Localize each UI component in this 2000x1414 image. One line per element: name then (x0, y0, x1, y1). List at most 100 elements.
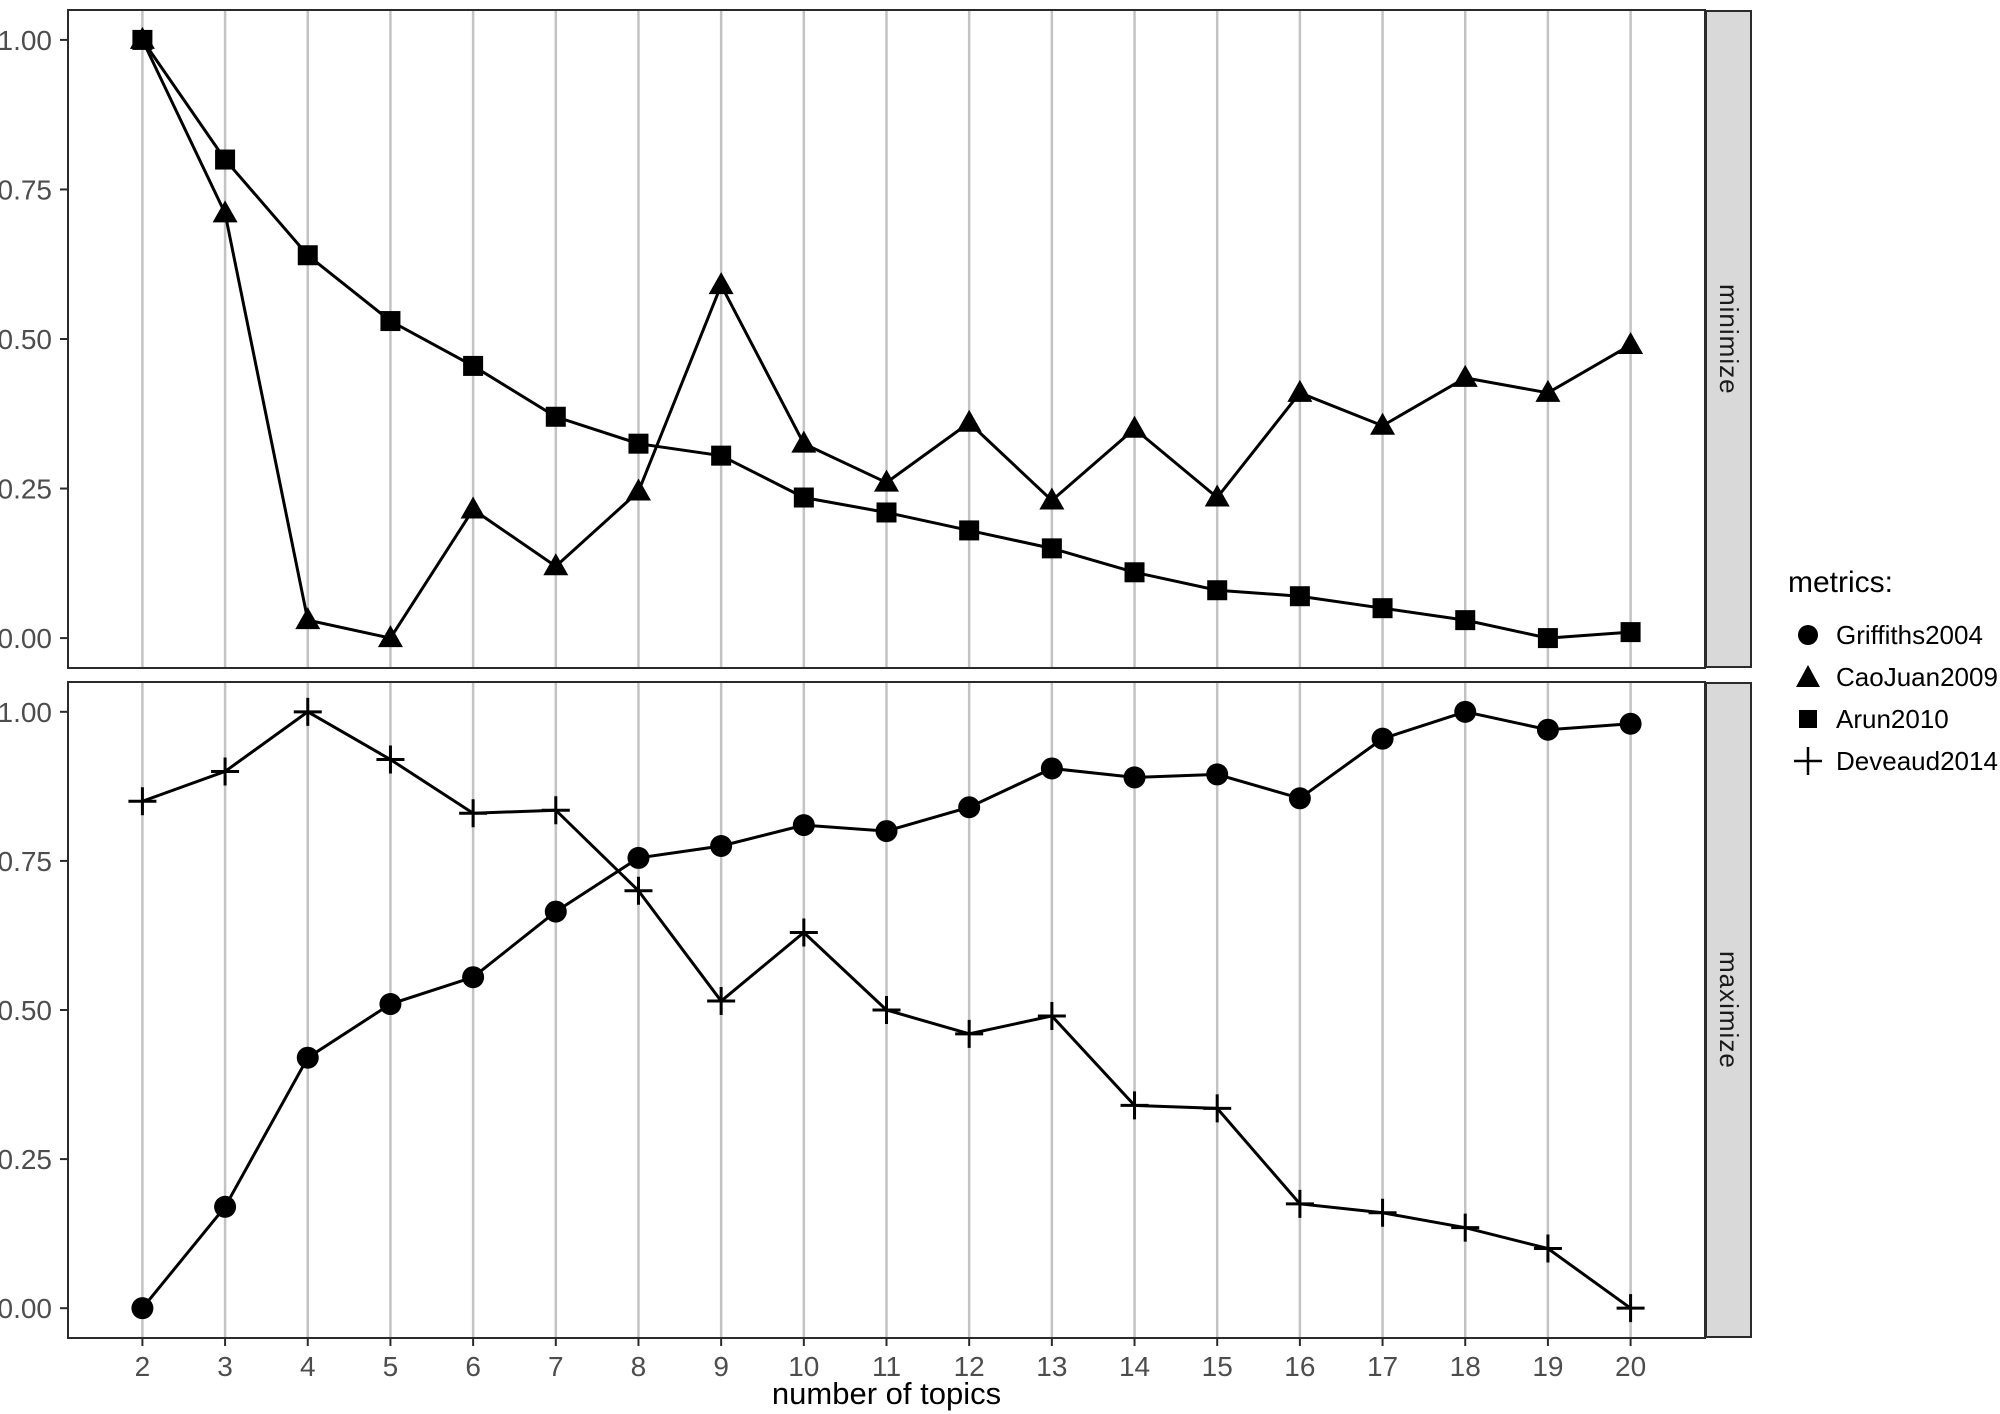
y-tick-label: 0.25 (0, 474, 52, 505)
triangle-marker-icon (874, 469, 899, 492)
x-tick-label: 12 (954, 1351, 985, 1382)
plus-marker-icon (707, 987, 736, 1016)
x-tick-label: 10 (788, 1351, 819, 1382)
circle-marker-icon (379, 993, 402, 1016)
x-tick-label: 5 (383, 1351, 399, 1382)
circle-marker-icon (131, 1297, 154, 1320)
plus-marker-icon (376, 745, 405, 774)
circle-marker-icon (875, 820, 898, 843)
plus-marker-icon (1451, 1213, 1480, 1242)
triangle-marker-icon (708, 272, 734, 295)
plus-marker-icon (1788, 741, 1828, 781)
legend-item-Griffiths2004: Griffiths2004 (1788, 614, 1998, 656)
plus-marker-icon (128, 787, 157, 816)
square-marker-icon (1537, 628, 1558, 649)
x-tick-label: 14 (1119, 1351, 1150, 1382)
plus-marker-icon (1203, 1094, 1232, 1123)
triangle-marker-icon (377, 625, 403, 648)
circle-marker-icon (710, 835, 733, 857)
circle-marker-icon (1619, 712, 1642, 735)
circle-marker-icon (214, 1195, 237, 1218)
triangle-marker-icon (1788, 657, 1828, 697)
y-tick-label: 0.00 (0, 623, 52, 654)
circle-marker-icon (1371, 727, 1394, 750)
triangle-marker-icon (1204, 484, 1230, 507)
square-marker-icon (1207, 580, 1228, 601)
triangle-marker-icon (791, 430, 817, 453)
square-marker-icon (1788, 699, 1828, 739)
triangle-marker-icon (1370, 412, 1396, 435)
legend: metrics: Griffiths2004 CaoJuan2009 Arun201… (1788, 566, 1998, 782)
y-tick-label: 0.25 (0, 1144, 52, 1175)
legend-items: Griffiths2004 CaoJuan2009 Arun2010 Deveaud2… (1788, 614, 1998, 782)
square-marker-icon (132, 29, 153, 50)
legend-item-Arun2010: Arun2010 (1788, 698, 1998, 740)
x-tick-label: 16 (1284, 1351, 1315, 1382)
circle-marker-icon (1206, 763, 1229, 786)
circle-marker-icon (792, 814, 815, 837)
y-tick-label: 0.00 (0, 1293, 52, 1324)
plus-marker-icon (1037, 1001, 1066, 1030)
x-tick-label: 19 (1532, 1351, 1563, 1382)
square-marker-icon (711, 445, 732, 466)
legend-label: Griffiths2004 (1836, 619, 1983, 650)
legend-label: Arun2010 (1836, 703, 1949, 734)
square-marker-icon (1620, 622, 1641, 643)
plus-marker-icon (872, 996, 901, 1024)
plus-marker-icon (293, 697, 322, 726)
plus-marker-icon (541, 796, 570, 825)
plus-marker-icon (624, 876, 653, 905)
circle-marker-icon (1040, 757, 1063, 780)
square-marker-icon (628, 433, 649, 454)
triangle-marker-icon (1618, 331, 1644, 354)
legend-label: CaoJuan2009 (1836, 661, 1998, 692)
plus-marker-icon (1368, 1198, 1397, 1227)
plus-marker-icon (1285, 1189, 1314, 1218)
legend-title: metrics: (1788, 566, 1893, 599)
square-marker-icon (297, 245, 318, 266)
triangle-marker-icon (295, 607, 321, 630)
triangle-marker-icon (625, 478, 651, 501)
square-marker-icon (1041, 538, 1062, 559)
circle-marker-icon (1123, 766, 1146, 789)
square-marker-icon (1124, 562, 1145, 583)
facet-strip-minimize: minimize (1705, 10, 1752, 668)
x-tick-label: 20 (1615, 1351, 1646, 1382)
legend-item-Deveaud2014: Deveaud2014 (1788, 740, 1998, 782)
y-tick-label: 1.00 (0, 697, 52, 728)
x-tick-label: 2 (135, 1351, 151, 1382)
triangle-marker-icon (1039, 487, 1065, 510)
square-marker-icon (876, 502, 897, 523)
x-tick-label: 4 (300, 1351, 316, 1382)
triangle-marker-icon (1122, 415, 1148, 438)
square-marker-icon (463, 355, 484, 376)
circle-marker-icon (296, 1046, 319, 1069)
legend-label: Deveaud2014 (1836, 745, 1998, 776)
x-tick-label: 18 (1450, 1351, 1481, 1382)
plus-marker-icon (955, 1019, 984, 1048)
plus-marker-icon (1120, 1091, 1149, 1120)
x-tick-label: 17 (1367, 1351, 1398, 1382)
square-marker-icon (215, 149, 236, 170)
triangle-marker-icon (212, 200, 238, 223)
circle-marker-icon (462, 966, 485, 989)
x-tick-label: 3 (217, 1351, 233, 1382)
y-tick-label: 0.50 (0, 324, 52, 355)
triangle-marker-icon (956, 409, 982, 432)
triangle-marker-icon (1287, 379, 1313, 402)
y-tick-label: 0.75 (0, 174, 52, 205)
x-axis-title: number of topics (771, 1376, 1002, 1411)
square-marker-icon (959, 520, 980, 541)
x-tick-label: 9 (713, 1351, 729, 1382)
y-tick-label: 0.75 (0, 846, 52, 877)
facet-strip-maximize: maximize (1705, 682, 1752, 1338)
square-marker-icon (545, 406, 566, 427)
circle-marker-icon (1536, 718, 1559, 741)
triangle-marker-icon (460, 496, 486, 519)
square-marker-icon (380, 311, 401, 332)
square-marker-icon (1372, 598, 1393, 619)
circle-marker-icon (1454, 700, 1477, 723)
triangle-marker-icon (543, 553, 569, 576)
